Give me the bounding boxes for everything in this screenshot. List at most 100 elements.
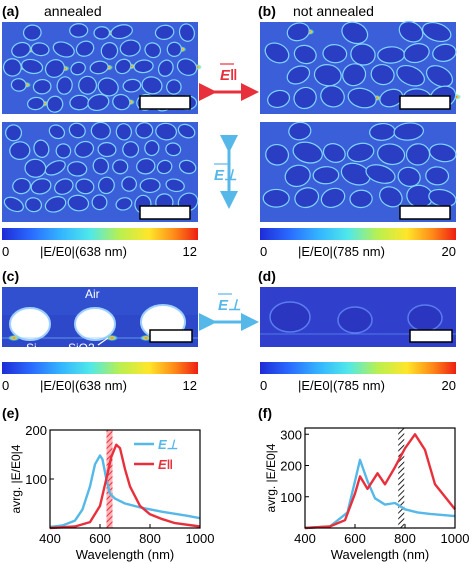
nanoparticle bbox=[5, 124, 23, 142]
nanoparticle bbox=[12, 177, 31, 195]
nanoparticle bbox=[68, 122, 86, 139]
nanoparticle bbox=[322, 44, 348, 64]
scale-bar-b1 bbox=[399, 95, 451, 110]
nanoparticle bbox=[341, 21, 369, 45]
nanoparticle bbox=[54, 178, 74, 195]
x-tick-label: 1000 bbox=[441, 531, 470, 546]
label-sio2: SiO2 bbox=[68, 341, 95, 355]
scale-bar-a2 bbox=[139, 205, 191, 220]
polarization-perp-indicator-cd: E⊥ bbox=[199, 293, 259, 331]
nanoparticle bbox=[133, 59, 154, 74]
panel-title-b: not annealed bbox=[293, 3, 374, 19]
nanoparticle bbox=[403, 43, 430, 64]
colorbar-c-label: |E/E0|(638 nm) bbox=[40, 378, 127, 393]
nanoparticle bbox=[292, 141, 323, 164]
nanoparticle bbox=[293, 44, 317, 65]
x-tick-label: 400 bbox=[39, 531, 61, 546]
nanoparticle bbox=[10, 78, 27, 92]
nanoparticle bbox=[262, 188, 290, 208]
scale-bar-a1 bbox=[139, 95, 191, 110]
nanoparticle bbox=[44, 59, 65, 78]
nanoparticle bbox=[56, 76, 73, 95]
nanoparticle bbox=[177, 123, 196, 139]
x-tick-label: 400 bbox=[294, 531, 316, 546]
excitation-wavelength-marker bbox=[106, 430, 113, 528]
nanoparticle bbox=[139, 177, 161, 194]
nanoparticle bbox=[166, 41, 182, 57]
nanoparticle bbox=[346, 142, 375, 163]
x-axis-label: Wavelength (nm) bbox=[76, 547, 175, 562]
nanoparticle bbox=[32, 78, 52, 95]
colorbar-b-label: |E/E0|(785 nm) bbox=[298, 244, 385, 259]
panel-label-d: (d) bbox=[258, 268, 276, 284]
nanoparticle bbox=[11, 41, 31, 58]
colorbar-a-label: |E/E0|(638 nm) bbox=[40, 244, 127, 259]
y-tick-label: 300 bbox=[280, 427, 302, 442]
nanoparticle bbox=[87, 93, 110, 112]
plot-frame bbox=[304, 427, 456, 529]
panel-label-b: (b) bbox=[258, 3, 276, 19]
e-perp-label-cd: E⊥ bbox=[218, 297, 241, 314]
panel-label-e: (e) bbox=[2, 405, 19, 421]
scale-bar-c bbox=[149, 329, 193, 343]
nanoparticle bbox=[136, 158, 156, 175]
label-si: Si bbox=[26, 341, 37, 355]
nanoparticle bbox=[365, 164, 396, 184]
nanoparticle bbox=[22, 24, 42, 41]
excitation-wavelength-marker bbox=[398, 428, 405, 528]
series-line-parallel bbox=[49, 443, 201, 530]
nanoparticle bbox=[379, 88, 404, 108]
colorbar-a-max: 12 bbox=[183, 244, 197, 259]
nanoparticle bbox=[70, 61, 86, 76]
scale-bar-b2 bbox=[399, 205, 451, 220]
y-tick-label: 100 bbox=[280, 490, 302, 505]
y-axis-label: avrg. |E/E0|4 bbox=[9, 444, 23, 513]
nanoparticle bbox=[377, 46, 406, 64]
nanoparticle bbox=[286, 22, 310, 42]
panel-label-f: (f) bbox=[258, 405, 272, 421]
nanoparticle bbox=[165, 142, 182, 157]
nanoparticle bbox=[55, 143, 72, 159]
x-axis-label: Wavelength (nm) bbox=[331, 547, 430, 562]
e-perp-label-ab: E⊥ bbox=[214, 167, 237, 184]
nanoparticle bbox=[27, 96, 45, 111]
nanoparticle bbox=[144, 139, 160, 157]
panel-label-a: (a) bbox=[2, 3, 19, 19]
nanoparticle bbox=[52, 41, 75, 58]
colorbar-c-max: 12 bbox=[183, 378, 197, 393]
nanoparticle bbox=[25, 197, 43, 213]
polarization-perp-indicator: E⊥ bbox=[214, 135, 238, 209]
nanoparticle bbox=[141, 76, 163, 95]
nanoparticle bbox=[122, 141, 140, 158]
nanoparticle bbox=[33, 139, 50, 158]
nanoparticle bbox=[165, 178, 185, 193]
nanoparticle bbox=[97, 176, 115, 195]
nanoparticle bbox=[112, 93, 131, 111]
nanoparticle bbox=[122, 78, 142, 93]
label-au: Au bbox=[18, 317, 33, 331]
nanoparticle bbox=[110, 24, 133, 40]
nanoparticle bbox=[264, 42, 290, 64]
nanoparticle bbox=[349, 189, 373, 209]
nanoparticle bbox=[21, 58, 44, 75]
nanoparticle bbox=[44, 160, 66, 176]
x-tick-label: 600 bbox=[89, 531, 111, 546]
nanoparticle bbox=[155, 122, 177, 141]
nanoparticle bbox=[425, 166, 450, 186]
nanoparticle bbox=[112, 159, 129, 175]
nanoparticle bbox=[114, 58, 132, 75]
series-line-perp bbox=[304, 458, 456, 530]
nanoparticle bbox=[379, 186, 403, 208]
nanoparticle bbox=[156, 159, 173, 175]
nanoparticle bbox=[176, 58, 198, 76]
polarization-parallel-indicator: E‖ bbox=[199, 63, 259, 101]
y-axis-label: avrg. |E/E0|4 bbox=[264, 443, 278, 512]
y-tick-label: 100 bbox=[25, 472, 47, 487]
nanoparticle bbox=[75, 178, 95, 195]
nanoparticle bbox=[370, 63, 395, 86]
legend-label: E‖ bbox=[158, 457, 173, 472]
nanoparticle bbox=[342, 63, 367, 87]
nanoparticle bbox=[30, 42, 50, 57]
nanoparticle bbox=[67, 194, 90, 212]
y-tick-label: 200 bbox=[25, 423, 47, 438]
